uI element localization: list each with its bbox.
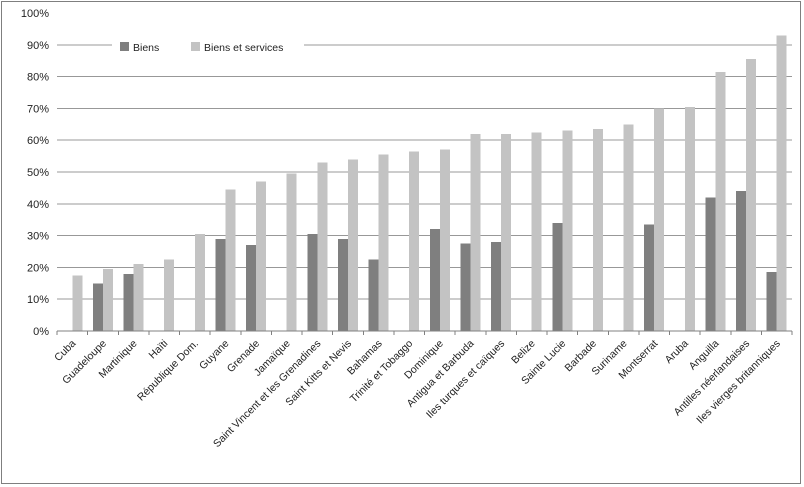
bar-biens-et-services-iles-vierges-britanniques (776, 35, 787, 331)
bar-biens-et-services-jamaique (286, 173, 297, 331)
y-tick-label-50: 50% (27, 167, 49, 179)
bar-biens-iles-vierges-britanniques (766, 272, 777, 331)
legend-swatch-biens-et-services (191, 42, 200, 51)
y-tick-label-100: 100% (21, 8, 49, 20)
bar-biens-et-services-sainte-lucie (562, 130, 573, 331)
bar-biens-et-services-iles-turques-et-caiques (501, 133, 512, 331)
bar-biens-et-services-dominique (439, 149, 450, 331)
bar-biens-antigua-et-barbuda (460, 243, 471, 331)
bar-biens-guadeloupe (92, 283, 103, 331)
bar-biens-et-services-antilles-neerlandaises (746, 59, 757, 332)
bar-biens-et-services-guyane (225, 189, 236, 331)
bar-biens-et-services-guadeloupe (102, 268, 113, 331)
y-tick-label-80: 80% (27, 72, 49, 84)
bar-biens-saint-vincent-et-les-grenadines (307, 234, 318, 331)
bar-biens-et-services-haiti (164, 259, 175, 331)
x-category-label-haiti: Haïti (147, 338, 171, 362)
x-category-label-aruba: Aruba (663, 338, 691, 366)
bar-biens-et-services-anguilla (715, 71, 726, 331)
bar-biens-et-services-republique-dom (194, 234, 205, 331)
x-category-label-cuba: Cuba (52, 338, 78, 364)
bar-biens-et-services-belize (531, 132, 542, 331)
y-tick-label-10: 10% (27, 294, 49, 306)
bar-biens-bahamas (368, 259, 379, 331)
bar-biens-et-services-martinique (133, 264, 144, 331)
bar-biens-martinique (123, 273, 134, 331)
legend-label-biens: Biens (133, 42, 159, 54)
y-tick-label-90: 90% (27, 40, 49, 52)
bar-biens-saint-kitts-et-nevis (337, 238, 348, 331)
x-category-label-belize: Belize (509, 338, 538, 367)
bar-biens-et-services-cuba (72, 275, 83, 331)
y-tick-label-20: 20% (27, 262, 49, 274)
bar-biens-et-services-suriname (623, 124, 634, 331)
y-tick-label-0: 0% (33, 326, 49, 338)
legend-swatch-biens (120, 42, 129, 51)
bar-biens-guyane (215, 238, 226, 331)
bar-biens-anguilla (705, 197, 716, 331)
bar-biens-dominique (429, 229, 440, 331)
bar-biens-iles-turques-et-caiques (491, 241, 502, 331)
bar-biens-sainte-lucie (552, 222, 563, 331)
bar-biens-et-services-grenade (256, 181, 267, 331)
bar-biens-et-services-barbade (592, 129, 603, 331)
bar-biens-et-services-aruba (684, 106, 695, 331)
y-tick-label-70: 70% (27, 103, 49, 115)
bar-biens-et-services-trinite-et-tobaggo (409, 151, 420, 331)
bar-biens-grenade (246, 245, 257, 331)
bar-biens-et-services-bahamas (378, 154, 389, 331)
legend-background (112, 36, 304, 58)
bar-biens-et-services-montserrat (654, 108, 665, 332)
bar-biens-et-services-saint-vincent-et-les-grenadines (317, 162, 328, 331)
y-tick-label-40: 40% (27, 199, 49, 211)
bar-biens-et-services-antigua-et-barbuda (470, 133, 481, 331)
legend-label-biens-et-services: Biens et services (204, 42, 283, 54)
bar-biens-montserrat (644, 224, 655, 331)
bar-biens-antilles-neerlandaises (736, 191, 747, 331)
y-tick-label-60: 60% (27, 135, 49, 147)
y-tick-label-30: 30% (27, 231, 49, 243)
bar-biens-et-services-saint-kitts-et-nevis (347, 159, 358, 331)
